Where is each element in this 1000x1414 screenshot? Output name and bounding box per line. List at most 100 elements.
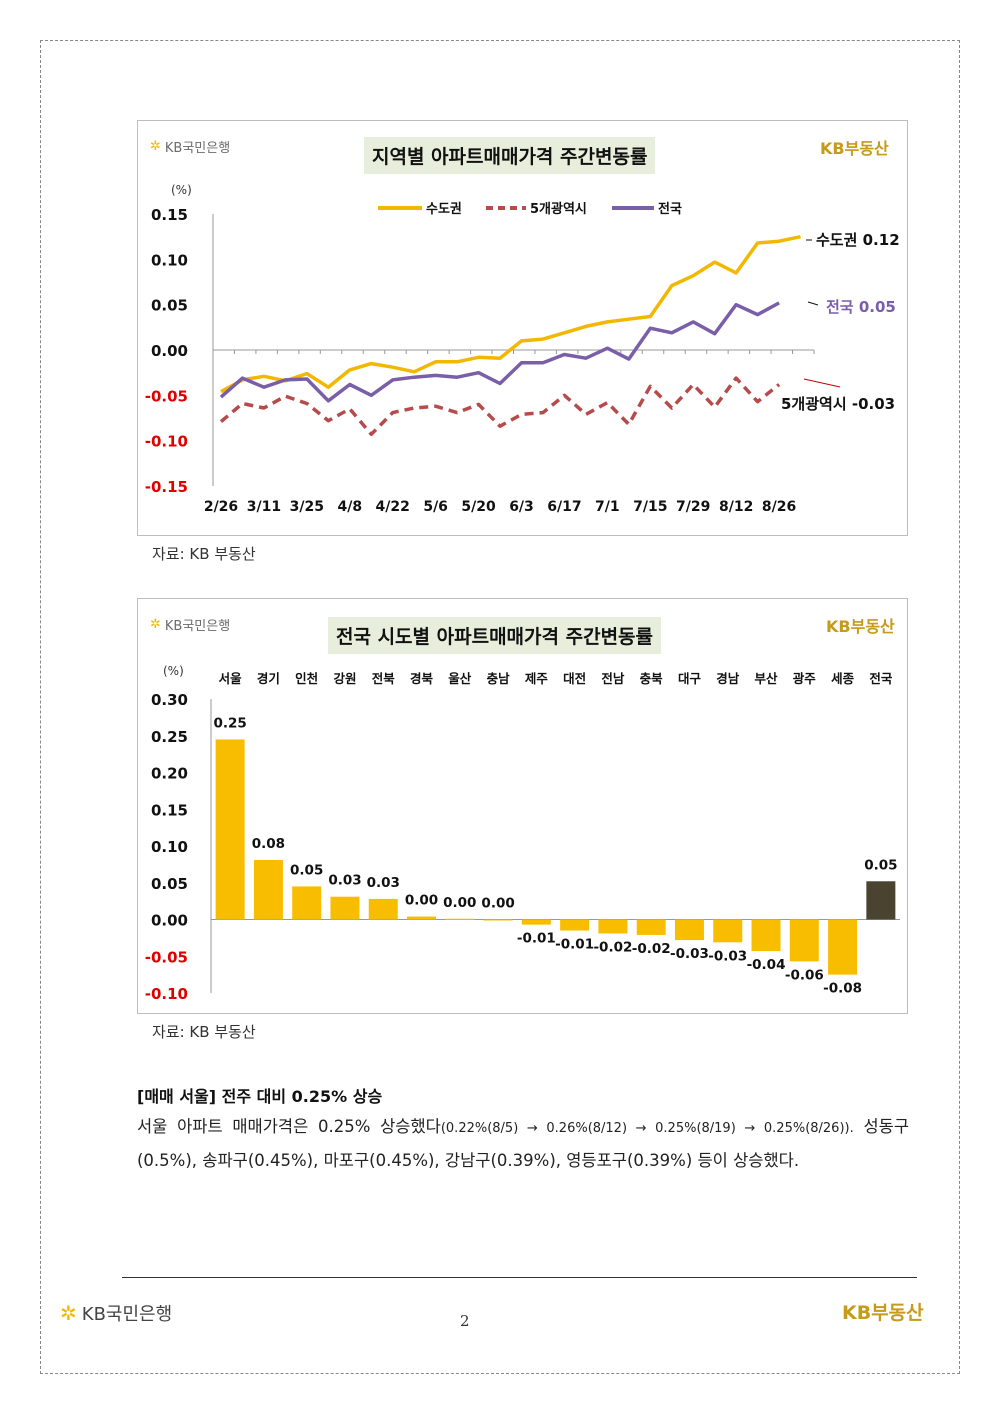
y-tick-label: 0.00: [151, 912, 188, 930]
x-tick-label: 7/29: [676, 499, 710, 515]
bar: [483, 919, 513, 921]
para-part1: 서울 아파트 매매가격은 0.25% 상승했다: [137, 1117, 441, 1136]
category-label: 대구: [678, 671, 702, 686]
series-line-2: [219, 376, 781, 437]
category-label: 인천: [295, 671, 318, 686]
bar-value-label: 0.03: [328, 873, 361, 889]
y-tick-label: 0.00: [151, 342, 188, 360]
footer-bank-logo-text: KB국민은행: [81, 1304, 173, 1325]
category-label: 전남: [601, 671, 625, 686]
bar-value-label: 0.08: [252, 836, 285, 852]
category-label: 서울: [219, 671, 243, 686]
chart2-source: 자료: KB 부동산: [152, 1023, 256, 1041]
category-label: 전북: [372, 671, 396, 686]
category-label: 제주: [525, 671, 549, 686]
chart1-source: 자료: KB 부동산: [152, 545, 256, 563]
bar-value-label: -0.04: [747, 957, 786, 973]
line-chart-panel: ✲ KB국민은행 KB부동산 지역별 아파트매매가격 주간변동률 (%) 0.15…: [137, 120, 908, 536]
y-tick-label: 0.10: [151, 838, 188, 856]
bar: [215, 739, 245, 920]
category-label: 광주: [793, 671, 817, 686]
y-tick-label: 0.10: [151, 251, 188, 269]
para-part3: 성동구(0.5%), 송파구(0.45%), 마포구(0.45%), 강남구(0…: [137, 1117, 909, 1170]
legend-label: 5개광역시: [530, 201, 587, 217]
kb-star-icon: ✲: [60, 1301, 77, 1325]
kb-star-icon: ✲: [150, 617, 161, 632]
category-label: 강원: [333, 671, 356, 686]
bar-value-label: -0.01: [555, 937, 594, 953]
bar-value-label: 0.00: [405, 893, 438, 909]
bar-chart-title: 전국 시도별 아파트매매가격 주간변동률: [328, 617, 662, 654]
category-label: 충북: [640, 671, 664, 686]
y-tick-label: -0.15: [145, 478, 188, 496]
category-label: 충남: [487, 671, 511, 686]
y-tick-label: 0.20: [151, 765, 188, 783]
body-paragraph: 서울 아파트 매매가격은 0.25% 상승했다(0.22%(8/5) → 0.2…: [137, 1111, 909, 1177]
bar: [866, 881, 896, 920]
line-chart-title: 지역별 아파트매매가격 주간변동률: [364, 137, 656, 174]
category-label: 세종: [831, 671, 855, 686]
x-tick-label: 7/15: [633, 499, 667, 515]
bar-value-label: 0.25: [213, 715, 246, 731]
bar-value-label: -0.03: [670, 946, 709, 962]
category-label: 경남: [716, 671, 740, 686]
line-chart-svg: (%) 0.15 0.10 0.05 0.00 -0.05 -0.10 -0.15 2/26 3/…: [145, 183, 900, 515]
bar-value-label: 0.05: [864, 857, 897, 873]
bar: [292, 886, 322, 920]
bar-value-label: -0.02: [632, 941, 671, 957]
page-border: [40, 40, 960, 1374]
bar-value-label: -0.02: [593, 939, 632, 955]
category-label: 경북: [410, 671, 434, 686]
end-label-metro: 5개광역시 -0.03: [781, 395, 895, 413]
bar: [636, 919, 666, 935]
bar: [751, 919, 781, 952]
bar: [828, 919, 858, 975]
x-tick-label: 3/11: [247, 499, 281, 515]
footer-bank-logo: ✲ KB국민은행: [60, 1300, 172, 1326]
bar-value-label: 0.00: [481, 896, 514, 912]
legend-label: 수도권: [426, 202, 462, 217]
kb-real-estate-logo: KB부동산: [826, 617, 895, 636]
y-unit-label: (%): [171, 183, 192, 197]
category-label: 부산: [755, 671, 779, 686]
category-label: 대전: [563, 671, 586, 686]
bar-value-label: -0.01: [517, 931, 556, 947]
bar: [330, 896, 360, 920]
y-tick-label: 0.30: [151, 691, 188, 709]
section-title: [매매 서울] 전주 대비 0.25% 상승: [137, 1087, 383, 1106]
legend-label: 전국: [658, 201, 682, 217]
x-tick-label: 8/12: [719, 499, 753, 515]
kb-bank-logo-text: KB국민은행: [164, 619, 231, 634]
bar: [789, 919, 819, 962]
y-tick-label: 0.25: [151, 728, 188, 746]
x-tick-label: 6/3: [509, 499, 534, 515]
x-tick-label: 5/20: [461, 499, 496, 515]
y-tick-label: 0.15: [151, 206, 188, 224]
category-label: 전국: [869, 671, 893, 686]
bar: [674, 919, 704, 941]
end-label-national: 전국 0.05: [826, 298, 896, 316]
y-tick-label: -0.10: [145, 433, 188, 451]
bar-value-label: -0.08: [823, 981, 862, 997]
bar-value-label: -0.06: [785, 967, 824, 983]
y-tick-label: -0.10: [145, 985, 188, 1003]
footer-brand-logo: KB부동산: [842, 1302, 924, 1324]
y-unit-label: (%): [163, 664, 184, 678]
x-tick-label: 4/22: [376, 499, 410, 515]
bar: [598, 919, 628, 934]
bar: [521, 919, 551, 925]
y-tick-label: -0.05: [145, 387, 188, 405]
bar: [560, 919, 590, 931]
kb-star-icon: ✲: [150, 139, 161, 154]
y-tick-label: -0.05: [145, 948, 188, 966]
y-tick-label: 0.15: [151, 801, 188, 819]
series-line-3: [219, 301, 780, 403]
x-tick-label: 8/26: [762, 499, 796, 515]
category-label: 울산: [448, 671, 472, 686]
x-tick-label: 5/6: [423, 499, 448, 515]
bar: [445, 918, 475, 920]
x-tick-label: 6/17: [547, 499, 581, 515]
bar: [713, 919, 743, 943]
bar-value-label: 0.03: [367, 875, 400, 891]
callout-line: [807, 301, 819, 306]
